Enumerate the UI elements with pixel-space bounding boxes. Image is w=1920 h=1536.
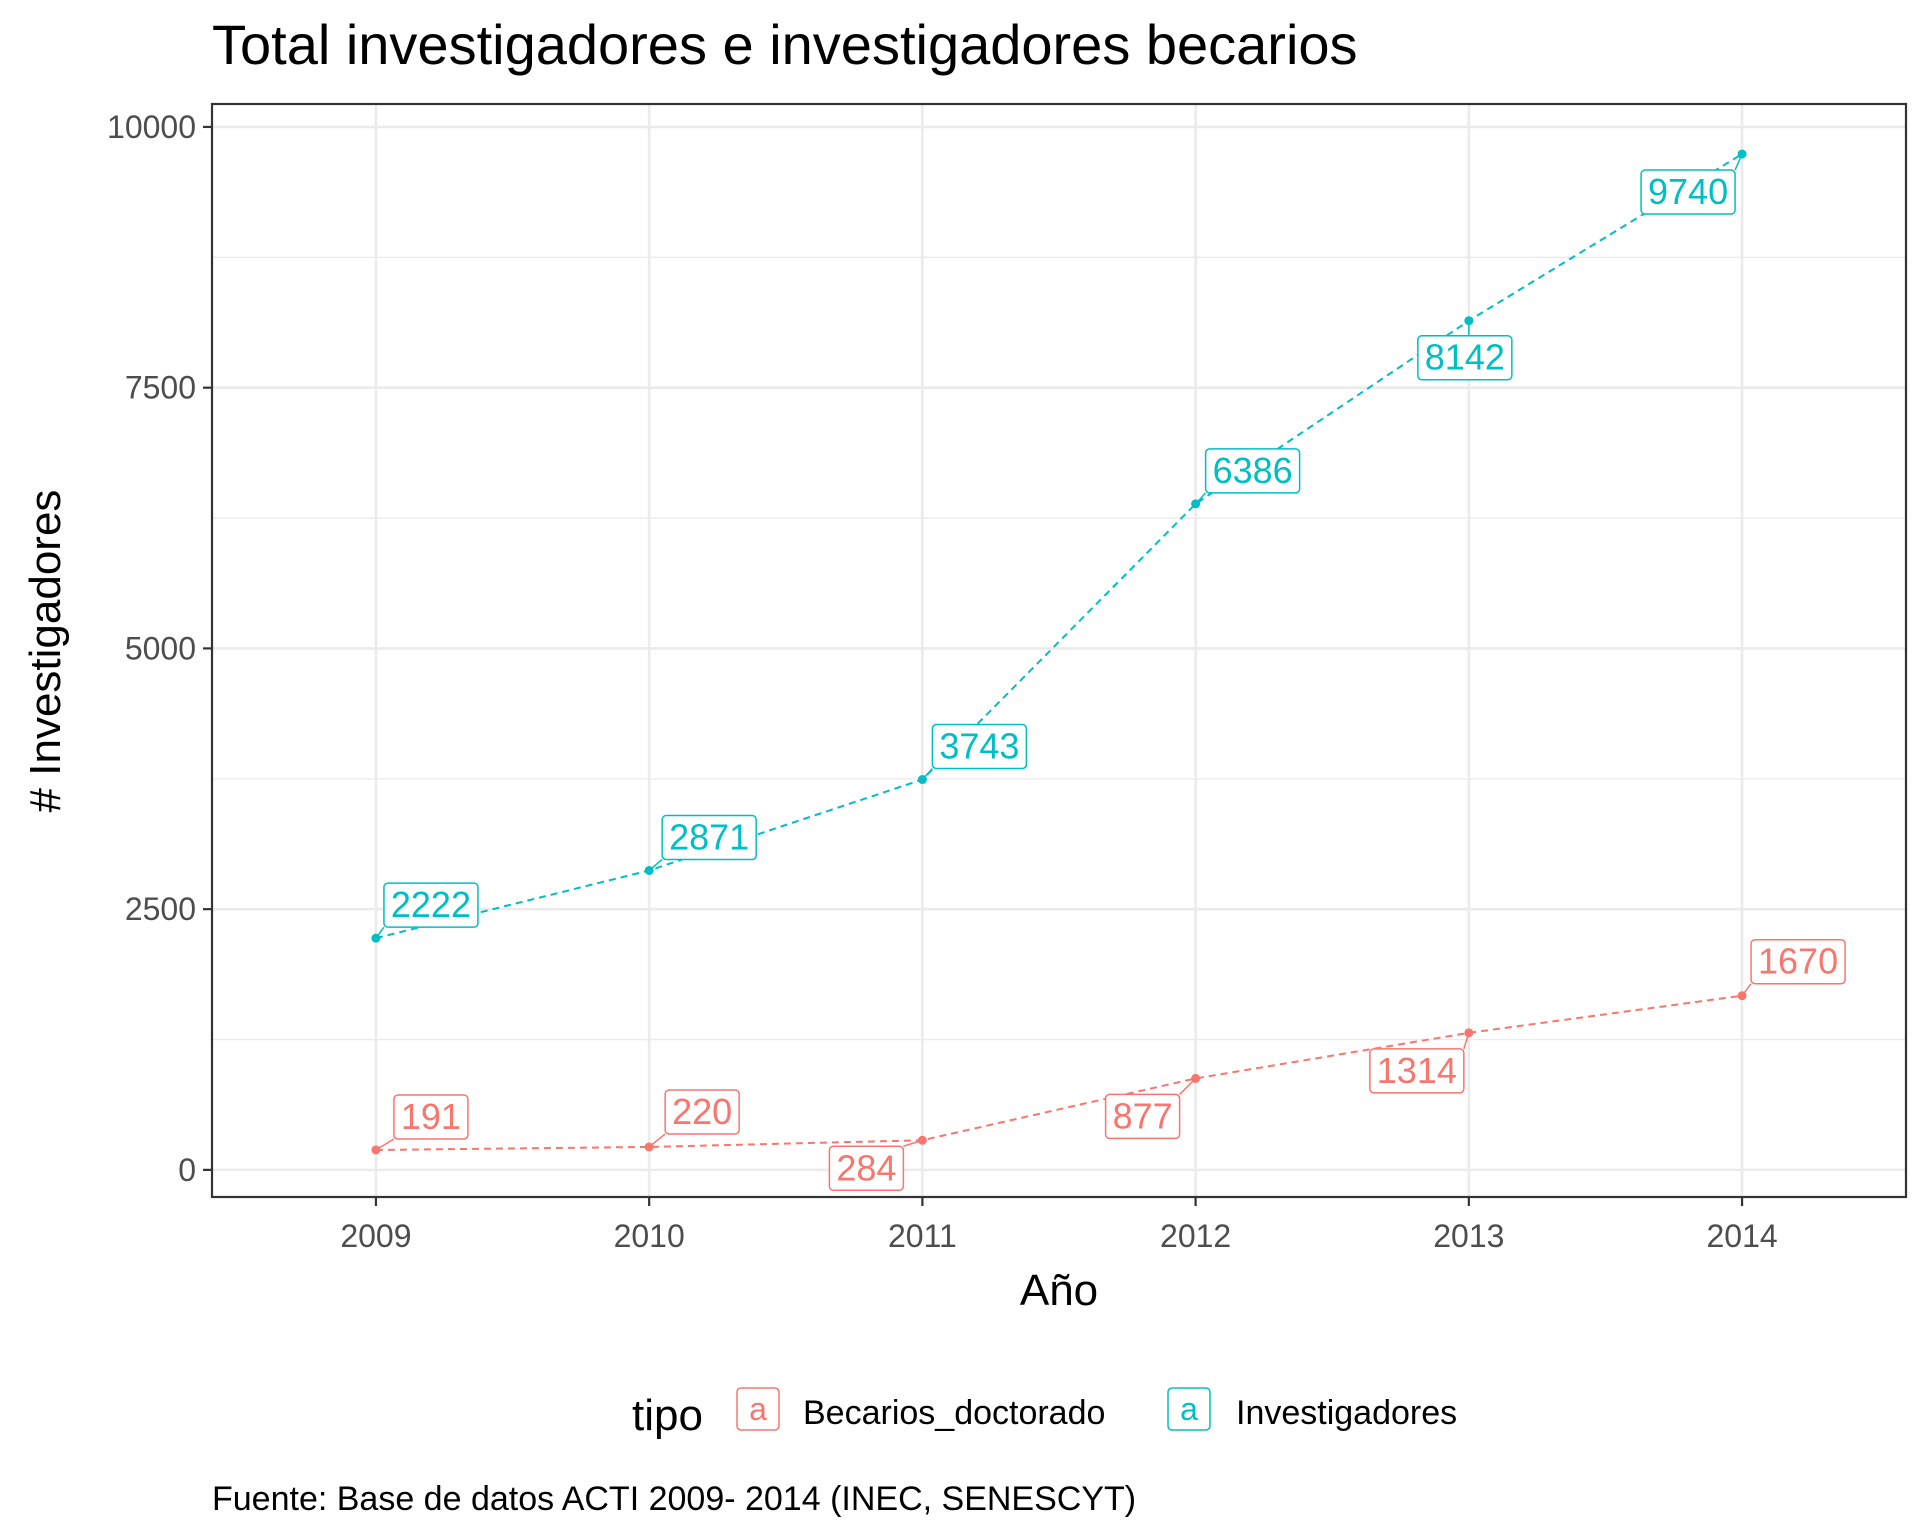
chart-title: Total investigadores e investigadores be… [212,13,1358,76]
legend-key-investigadores [1167,1387,1211,1431]
data-label: 877 [1113,1095,1173,1136]
x-tick-label: 2010 [614,1218,685,1254]
label-leader [375,926,385,939]
data-label-box [1640,169,1736,215]
y-axis-title: # Investigadores [21,490,70,813]
y-tick-label: 2500 [125,891,196,927]
data-label: 1670 [1758,941,1838,982]
data-label-box [661,814,757,861]
data-label: 9740 [1648,171,1728,212]
data-label-box [1104,1093,1181,1140]
data-label: 6386 [1213,450,1293,491]
legend: tipo a Becarios_doctorado a Investigador… [632,1387,1457,1440]
legend-title: tipo [632,1391,703,1440]
legend-item-becarios: a Becarios_doctorado [736,1387,1105,1432]
plot-border [210,102,1908,1199]
data-label-box [931,723,1028,770]
legend-label-investigadores: Investigadores [1236,1394,1457,1432]
series-line-becarios_doctorado [375,994,1743,1151]
y-tick-label: 10000 [107,109,196,145]
x-axis-title: Año [1020,1266,1098,1315]
data-label: 2871 [669,816,749,857]
data-label: 2222 [391,884,471,925]
data-label: 8142 [1425,337,1505,378]
y-tick-label: 7500 [125,370,196,406]
label-leader [648,1133,666,1148]
label-leader [1195,492,1207,505]
data-label: 191 [401,1096,461,1137]
y-axis: 0 2500 5000 7500 10000 [107,109,212,1188]
x-tick-label: 2014 [1706,1218,1777,1254]
data-label-box [1417,334,1513,381]
legend-label-becarios: Becarios_doctorado [803,1394,1105,1432]
x-axis: 2009 2010 2011 2012 2013 2014 [340,1197,1778,1254]
label-leader [903,1139,923,1147]
data-label-box [664,1089,740,1135]
y-tick-label: 0 [178,1152,196,1188]
legend-key-glyph-becarios: a [749,1391,767,1427]
grid-minor [212,256,1906,1041]
plot-background [212,104,1906,1197]
label-leader [648,858,663,872]
label-leader [375,1138,395,1151]
label-leader [1463,1032,1470,1050]
x-tick-label: 2009 [340,1218,411,1254]
data-label-box [1204,448,1301,494]
label-leader [921,768,933,781]
data-labels: 191 220 284 877 1314 1670 2222 2871 3743 6386 8142… [375,153,1846,1192]
x-tick-label: 2012 [1160,1218,1231,1254]
data-label-box [393,1094,469,1140]
data-label-box [828,1145,905,1192]
data-label: 3743 [939,726,1019,767]
data-label: 220 [672,1091,732,1132]
x-tick-label: 2013 [1433,1218,1504,1254]
legend-item-investigadores: a Investigadores [1167,1387,1457,1432]
legend-key-becarios [736,1387,780,1431]
data-label-box [383,882,479,928]
label-leader [1734,153,1743,171]
y-tick-label: 5000 [125,630,196,666]
series-line-investigadores [375,153,1743,940]
legend-key-glyph-investigadores: a [1180,1391,1198,1427]
x-tick-label: 2011 [888,1218,957,1254]
data-label: 1314 [1377,1050,1457,1091]
data-label: 284 [836,1147,896,1188]
caption: Fuente: Base de datos ACTI 2009- 2014 (I… [212,1480,1136,1518]
data-label-box [1750,938,1846,985]
label-leader [1179,1077,1197,1095]
label-leader [1741,983,1752,997]
data-label-box [1369,1048,1465,1094]
